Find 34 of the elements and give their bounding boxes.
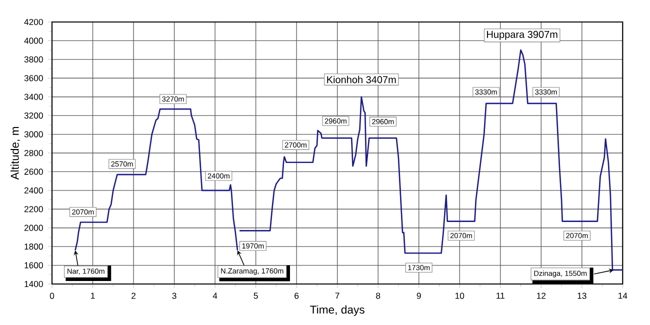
- x-tick-label: 9: [416, 292, 421, 299]
- y-tick-label: 3200: [24, 112, 43, 119]
- y-tick-label: 3400: [24, 94, 43, 100]
- y-tick-label: 4200: [24, 18, 43, 26]
- y-tick-label: 2600: [24, 168, 43, 175]
- y-tick-label: 3800: [24, 56, 43, 62]
- y-axis-title: Altitude, m: [10, 126, 20, 180]
- x-tick-label: 2: [132, 292, 136, 299]
- x-axis-title: Time, days: [310, 305, 364, 316]
- x-tick-label: 0: [50, 292, 54, 299]
- x-tick-label: 12: [536, 292, 546, 299]
- x-tick-label: 8: [376, 292, 380, 299]
- annotation: Kionhoh 3407m: [327, 76, 396, 84]
- y-tick-label: 2000: [24, 224, 43, 231]
- x-tick-label: 7: [335, 292, 340, 299]
- x-tick-label: 5: [254, 292, 258, 299]
- y-tick-label: 1400: [24, 280, 43, 288]
- y-tick-label: 1800: [24, 244, 43, 250]
- x-tick-label: 14: [618, 292, 628, 299]
- x-tick-label: 1: [91, 292, 95, 299]
- y-tick-label: 2200: [24, 206, 43, 212]
- y-tick-label: 4000: [24, 38, 43, 44]
- annotation: Huppara 3907m: [487, 30, 558, 40]
- x-tick-label: 11: [496, 292, 504, 299]
- x-tick-label: 10: [455, 292, 464, 299]
- y-tick-label: 3000: [24, 131, 43, 138]
- x-tick-label: 4: [212, 292, 218, 299]
- x-tick-label: 13: [578, 292, 586, 299]
- y-tick-label: 3600: [24, 75, 43, 82]
- y-tick-label: 2400: [24, 187, 43, 194]
- y-tick-label: 1600: [24, 262, 43, 268]
- x-tick-label: 3: [172, 292, 176, 299]
- x-tick-label: 6: [294, 292, 299, 299]
- y-tick-label: 2800: [24, 150, 43, 156]
